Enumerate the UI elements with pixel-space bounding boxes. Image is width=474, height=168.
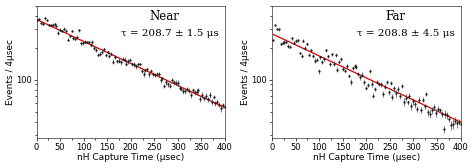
X-axis label: nH Capture Time (μsec): nH Capture Time (μsec) (77, 153, 184, 162)
Text: τ = 208.7 ± 1.5 μs: τ = 208.7 ± 1.5 μs (121, 29, 219, 38)
Text: Far: Far (385, 10, 405, 23)
X-axis label: nH Capture Time (μsec): nH Capture Time (μsec) (313, 153, 420, 162)
Y-axis label: Events / 4μsec: Events / 4μsec (241, 39, 250, 105)
Text: Near: Near (150, 10, 180, 23)
Text: τ = 208.8 ± 4.5 μs: τ = 208.8 ± 4.5 μs (357, 29, 455, 38)
Y-axis label: Events / 4μsec: Events / 4μsec (6, 39, 15, 105)
